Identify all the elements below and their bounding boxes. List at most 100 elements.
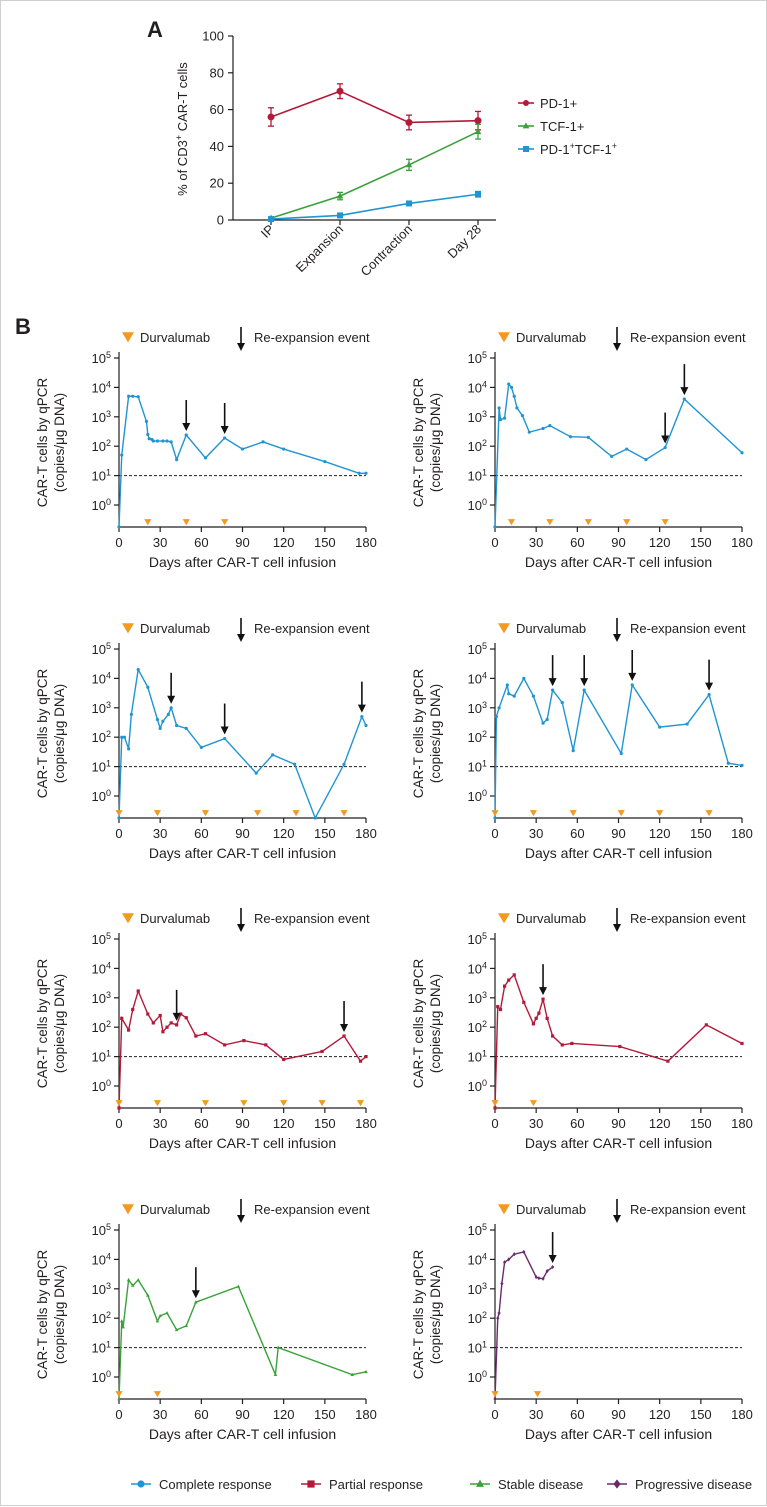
y-axis-label-line1: CAR-T cells by qPCR: [411, 958, 426, 1088]
data-point: [131, 1007, 135, 1012]
x-tick-label: 150: [690, 1116, 712, 1131]
data-point: [571, 749, 575, 753]
data-point: [155, 717, 160, 722]
re-expansion-arrow: [680, 364, 689, 396]
arrow-head: [172, 1012, 181, 1021]
data-point: [146, 685, 150, 689]
panel-b-chart: Durvalumab Re-expansion event100101102103…: [411, 327, 753, 570]
tick-base: 10: [92, 351, 106, 366]
tick-exp: 2: [482, 438, 487, 448]
tick-base: 10: [468, 1282, 482, 1297]
durvalumab-dose-marker: [656, 810, 664, 817]
panel-a-x-tick-label: Contraction: [358, 222, 416, 280]
data-point: [282, 1057, 286, 1062]
tick-exp: 0: [482, 1369, 487, 1379]
y-tick-label: 104: [92, 670, 111, 686]
re-expansion-arrow: [548, 1232, 557, 1264]
y-axis-label-line1: CAR-T cells by qPCR: [411, 377, 426, 507]
durvalumab-dose-marker: [546, 519, 554, 526]
data-point: [161, 1030, 165, 1034]
series-line: [118, 395, 366, 528]
ylabel-sup: +: [174, 135, 184, 140]
tick-exp: 3: [106, 409, 111, 419]
durvalumab-legend-label: Durvalumab: [516, 911, 586, 926]
response-legend: Complete response Partial response Stable …: [131, 1477, 752, 1492]
tick-base: 10: [92, 498, 106, 513]
x-tick-label: 180: [731, 1116, 753, 1131]
data-point: [350, 1372, 355, 1376]
x-tick-label: 0: [115, 826, 122, 841]
x-axis-label: Days after CAR-T cell infusion: [149, 554, 336, 570]
data-point: [161, 719, 165, 723]
data-point: [357, 471, 361, 475]
tick-base: 10: [468, 1311, 482, 1326]
durvalumab-dose-marker: [280, 1100, 288, 1107]
re-expansion-legend-arrow: [237, 618, 245, 642]
durvalumab-dose-marker: [144, 519, 152, 526]
tick-base: 10: [92, 789, 106, 804]
data-point: [618, 1044, 622, 1049]
x-axis-label: Days after CAR-T cell infusion: [149, 1135, 336, 1151]
data-point: [194, 1300, 198, 1304]
durvalumab-dose-marker: [584, 519, 592, 526]
arrow-head: [705, 682, 714, 691]
tick-base: 10: [468, 671, 482, 686]
x-tick-label: 90: [235, 535, 249, 550]
data-point: [682, 397, 686, 401]
tick-base: 10: [92, 380, 106, 395]
durvalumab-dose-marker: [533, 1391, 542, 1398]
x-tick-label: 90: [235, 1407, 249, 1422]
data-point: [663, 445, 667, 450]
tick-exp: 5: [482, 350, 487, 360]
data-point: [570, 1041, 574, 1046]
data-point: [527, 430, 531, 434]
data-point: [509, 385, 514, 389]
durvalumab-dose-marker: [661, 519, 669, 526]
data-point: [121, 1325, 125, 1329]
panel-a-y-tick-label: 0: [217, 213, 224, 228]
data-point: [223, 436, 227, 440]
panel-b-chart: Durvalumab Re-expansion event100101102103…: [411, 618, 753, 861]
data-point: [497, 406, 501, 410]
series-line: [494, 973, 743, 1109]
tick-exp: 0: [482, 497, 487, 507]
tick-exp: 3: [482, 700, 487, 710]
arrow-head: [613, 343, 621, 351]
re-expansion-legend-label: Re-expansion event: [254, 1202, 370, 1217]
x-tick-label: 180: [355, 826, 377, 841]
arrow-head: [237, 634, 245, 642]
data-point: [236, 1284, 241, 1288]
y-tick-label: 102: [468, 1310, 487, 1326]
panel-b-chart: Durvalumab Re-expansion event100101102103…: [35, 618, 377, 861]
tick-exp: 4: [106, 1251, 111, 1261]
y-tick-label: 105: [92, 350, 111, 366]
data-point: [625, 447, 629, 451]
tick-base: 10: [92, 991, 106, 1006]
panel-a-y-tick-label: 20: [210, 176, 224, 191]
y-tick-label: 101: [92, 468, 111, 484]
tick-exp: 5: [482, 641, 487, 651]
re-expansion-arrow: [661, 412, 670, 444]
data-point: [531, 1022, 536, 1026]
re-expansion-arrow: [705, 659, 714, 691]
durvalumab-dose-marker: [491, 1391, 499, 1398]
y-axis-label-line2: (copies/μg DNA): [52, 974, 67, 1073]
data-point: [119, 1319, 124, 1323]
y-tick-label: 105: [92, 931, 111, 947]
data-point: [551, 1264, 555, 1270]
tick-exp: 3: [106, 990, 111, 1000]
x-tick-label: 180: [355, 1407, 377, 1422]
durvalumab-dose-marker: [240, 1100, 248, 1107]
data-point: [136, 1278, 140, 1282]
x-tick-label: 120: [273, 1116, 295, 1131]
data-point: [507, 382, 511, 386]
durvalumab-legend-marker: [122, 913, 134, 924]
tick-exp: 4: [482, 960, 487, 970]
tick-exp: 3: [106, 1281, 111, 1291]
tick-base: 10: [468, 1020, 482, 1035]
data-point: [560, 1043, 564, 1047]
y-tick-label: 101: [468, 1340, 487, 1356]
x-tick-label: 90: [235, 826, 249, 841]
tick-base: 10: [92, 1020, 106, 1035]
response-legend-marker: [613, 1479, 621, 1489]
